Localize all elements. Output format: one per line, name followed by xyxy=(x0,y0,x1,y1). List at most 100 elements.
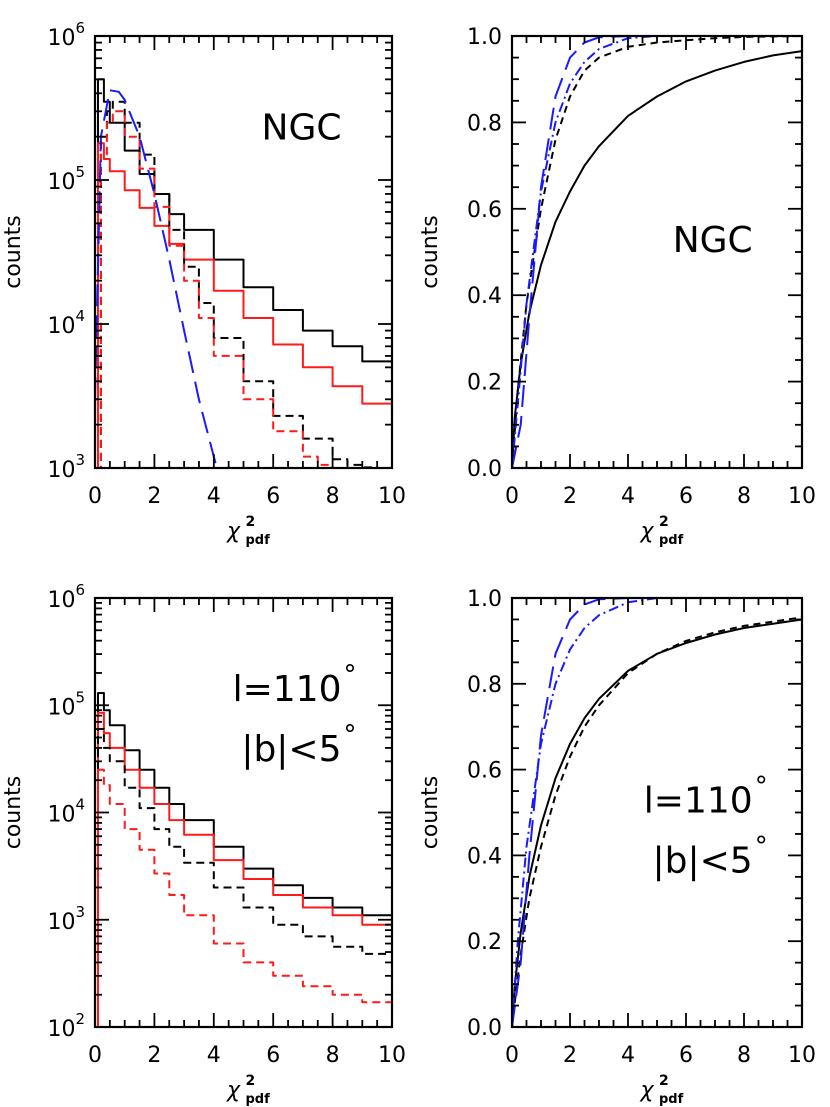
y-tick-exponent: 4 xyxy=(75,796,85,814)
annotation-text: l=110 xyxy=(644,781,753,822)
y-axis-label: counts xyxy=(418,215,443,289)
x-axis-label-sub: pdf xyxy=(246,533,271,548)
y-tick-label: 0.8 xyxy=(467,673,502,698)
x-tick-label: 8 xyxy=(326,484,340,509)
y-tick-label: 106 xyxy=(47,19,85,51)
x-tick-label: 10 xyxy=(788,1043,816,1068)
annotation-degree: ° xyxy=(755,832,768,862)
y-tick-exponent: 5 xyxy=(75,688,85,706)
annotation-text: |b|<5 xyxy=(241,729,341,770)
x-axis-label-sub: pdf xyxy=(659,533,684,548)
y-tick-base: 10 xyxy=(47,803,75,828)
y-tick-label: 1.0 xyxy=(467,587,502,612)
x-tick-label: 6 xyxy=(679,1043,693,1068)
x-tick-label: 4 xyxy=(207,1043,221,1068)
series-blue-dashdot xyxy=(512,36,802,468)
series-red-dashed xyxy=(95,110,392,468)
y-tick-exponent: 4 xyxy=(75,307,85,325)
series-blue-dashdot xyxy=(512,598,802,1027)
annotation-text: NGC xyxy=(673,220,753,261)
x-tick-label: 2 xyxy=(563,484,577,509)
annotation-text: |b|<5 xyxy=(653,841,753,882)
y-tick-exponent: 6 xyxy=(75,581,85,599)
annotation-degree: ° xyxy=(344,660,357,690)
series-black-dashed xyxy=(95,100,392,468)
annotation-text: NGC xyxy=(262,108,342,149)
y-tick-base: 10 xyxy=(47,1017,75,1042)
y-tick-label: 104 xyxy=(47,796,85,828)
x-tick-label: 4 xyxy=(621,1043,635,1068)
series-group xyxy=(95,78,392,468)
x-tick-label: 8 xyxy=(737,484,751,509)
x-axis-label-sup: 2 xyxy=(659,514,669,530)
x-tick-label: 0 xyxy=(505,484,519,509)
y-tick-label: 0.4 xyxy=(467,844,502,869)
x-axis-label: χ xyxy=(639,519,654,544)
y-tick-label: 0.4 xyxy=(467,284,502,309)
y-axis-label: counts xyxy=(1,776,26,850)
y-tick-base: 10 xyxy=(47,458,75,483)
x-tick-label: 2 xyxy=(147,1043,161,1068)
y-tick-label: 102 xyxy=(47,1010,85,1042)
series-black-solid xyxy=(95,78,392,401)
y-tick-base: 10 xyxy=(47,170,75,195)
y-tick-exponent: 3 xyxy=(75,903,85,921)
y-tick-label: 103 xyxy=(47,903,85,935)
series-black-solid xyxy=(512,50,802,468)
x-axis-label: χ xyxy=(226,1078,241,1103)
series-blue-long-dash xyxy=(512,36,802,468)
series-blue-long-dash xyxy=(95,89,218,468)
series-red-solid xyxy=(95,142,392,468)
series-red-solid xyxy=(95,711,392,1027)
x-tick-label: 4 xyxy=(207,484,221,509)
x-tick-label: 10 xyxy=(378,1043,406,1068)
series-black-solid xyxy=(512,618,802,1027)
x-axis-label-sub: pdf xyxy=(659,1092,684,1107)
x-tick-label: 0 xyxy=(505,1043,519,1068)
x-axis-label-sup: 2 xyxy=(659,1073,669,1089)
x-tick-label: 8 xyxy=(326,1043,340,1068)
y-tick-label: 105 xyxy=(47,688,85,720)
y-tick-label: 105 xyxy=(47,163,85,195)
x-tick-label: 0 xyxy=(88,1043,102,1068)
x-axis-label: χ xyxy=(226,519,241,544)
y-tick-label: 0.2 xyxy=(467,371,502,396)
y-tick-label: 1.0 xyxy=(467,25,502,50)
y-tick-label: 104 xyxy=(47,307,85,339)
y-tick-label: 0.0 xyxy=(467,1016,502,1041)
annotation-degree: ° xyxy=(755,772,768,802)
y-tick-label: 106 xyxy=(47,581,85,613)
x-tick-label: 6 xyxy=(266,484,280,509)
series-black-dashed xyxy=(95,728,392,1027)
y-tick-base: 10 xyxy=(47,26,75,51)
annotation-text: l=110 xyxy=(233,669,342,710)
y-tick-label: 0.2 xyxy=(467,930,502,955)
x-tick-label: 4 xyxy=(621,484,635,509)
x-tick-label: 6 xyxy=(679,484,693,509)
y-tick-exponent: 3 xyxy=(75,451,85,469)
plot-frame xyxy=(510,34,804,470)
y-tick-exponent: 5 xyxy=(75,163,85,181)
x-tick-label: 0 xyxy=(88,484,102,509)
x-axis-label: χ xyxy=(639,1078,654,1103)
y-tick-label: 0.6 xyxy=(467,198,502,223)
x-tick-label: 2 xyxy=(147,484,161,509)
series-black-solid xyxy=(95,692,392,1027)
series-red-dashed xyxy=(95,768,392,1027)
y-axis-label: counts xyxy=(418,776,443,850)
plot-frame xyxy=(93,34,394,470)
y-tick-base: 10 xyxy=(47,695,75,720)
y-tick-label: 103 xyxy=(47,451,85,483)
annotation-degree: ° xyxy=(344,720,357,750)
x-axis-label-sub: pdf xyxy=(246,1092,271,1107)
y-tick-base: 10 xyxy=(47,910,75,935)
y-tick-label: 0.0 xyxy=(467,457,502,482)
x-tick-label: 10 xyxy=(378,484,406,509)
y-tick-label: 0.8 xyxy=(467,111,502,136)
series-group xyxy=(512,598,802,1027)
